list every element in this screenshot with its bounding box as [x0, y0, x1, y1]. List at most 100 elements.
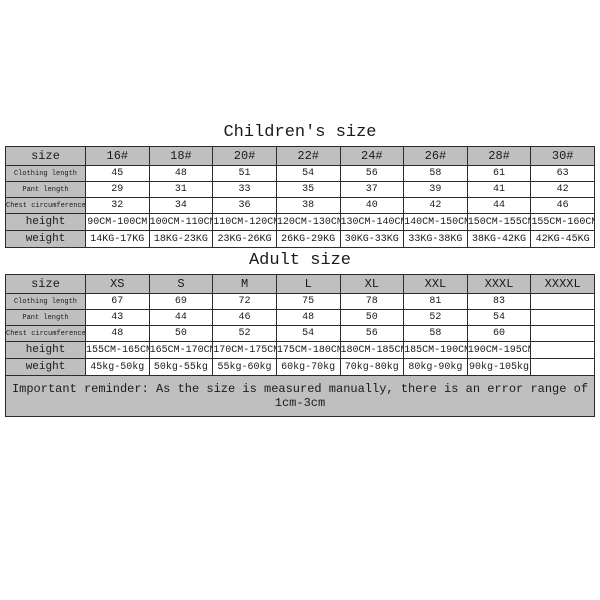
cell: 14KG-17KG	[86, 231, 150, 248]
row-label: height	[6, 342, 86, 359]
cell: 54	[276, 166, 340, 182]
cell	[531, 294, 595, 310]
cell: 43	[86, 310, 150, 326]
cell: 72	[213, 294, 277, 310]
cell: 45	[86, 166, 150, 182]
table-row: Chest circumference 1/2 32 34 36 38 40 4…	[6, 198, 595, 214]
cell	[531, 359, 595, 376]
col-label: 28#	[467, 147, 531, 166]
cell: 165CM-170CM	[149, 342, 213, 359]
cell	[531, 342, 595, 359]
cell: 56	[340, 326, 404, 342]
cell: 44	[467, 198, 531, 214]
col-label: XXXL	[467, 275, 531, 294]
cell: 63	[531, 166, 595, 182]
col-label: L	[276, 275, 340, 294]
cell: 56	[340, 166, 404, 182]
table-row: Clothing length 45 48 51 54 56 58 61 63	[6, 166, 595, 182]
cell: 110CM-120CM	[213, 214, 277, 231]
cell: 50	[149, 326, 213, 342]
col-label: XS	[86, 275, 150, 294]
row-label: Pant length	[6, 182, 86, 198]
cell: 38	[276, 198, 340, 214]
cell: 46	[213, 310, 277, 326]
cell: 37	[340, 182, 404, 198]
note-row: Important reminder: As the size is measu…	[6, 376, 595, 417]
cell: 39	[404, 182, 468, 198]
cell: 42	[531, 182, 595, 198]
cell: 130CM-140CM	[340, 214, 404, 231]
col-label: 16#	[86, 147, 150, 166]
col-label: 24#	[340, 147, 404, 166]
cell: 90CM-100CM	[86, 214, 150, 231]
cell: 54	[467, 310, 531, 326]
cell: 26KG-29KG	[276, 231, 340, 248]
cell: 185CM-190CM	[404, 342, 468, 359]
col-label: size	[6, 147, 86, 166]
cell: 31	[149, 182, 213, 198]
cell: 45kg-50kg	[86, 359, 150, 376]
table-row: Pant length 43 44 46 48 50 52 54	[6, 310, 595, 326]
cell: 34	[149, 198, 213, 214]
cell: 67	[86, 294, 150, 310]
cell	[531, 326, 595, 342]
table-row: height 155CM-165CM 165CM-170CM 170CM-175…	[6, 342, 595, 359]
col-label: M	[213, 275, 277, 294]
children-table: size 16# 18# 20# 22# 24# 26# 28# 30# Clo…	[5, 146, 595, 248]
children-header-row: size 16# 18# 20# 22# 24# 26# 28# 30#	[6, 147, 595, 166]
table-row: Clothing length 67 69 72 75 78 81 83	[6, 294, 595, 310]
table-row: Chest circumference 1/2 48 50 52 54 56 5…	[6, 326, 595, 342]
cell: 60kg-70kg	[276, 359, 340, 376]
cell: 44	[149, 310, 213, 326]
cell: 175CM-180CM	[276, 342, 340, 359]
row-label: height	[6, 214, 86, 231]
cell: 58	[404, 166, 468, 182]
col-label: 30#	[531, 147, 595, 166]
col-label: S	[149, 275, 213, 294]
cell: 50	[340, 310, 404, 326]
cell: 52	[404, 310, 468, 326]
cell: 33	[213, 182, 277, 198]
cell: 70kg-80kg	[340, 359, 404, 376]
cell: 120CM-130CM	[276, 214, 340, 231]
cell: 52	[213, 326, 277, 342]
cell: 48	[86, 326, 150, 342]
cell: 90kg-105kg	[467, 359, 531, 376]
cell: 78	[340, 294, 404, 310]
cell: 58	[404, 326, 468, 342]
col-label: 26#	[404, 147, 468, 166]
cell: 40	[340, 198, 404, 214]
cell: 140CM-150CM	[404, 214, 468, 231]
cell: 23KG-26KG	[213, 231, 277, 248]
cell: 80kg-90kg	[404, 359, 468, 376]
children-title: Children's size	[0, 123, 600, 142]
cell: 60	[467, 326, 531, 342]
table-row: weight 14KG-17KG 18KG-23KG 23KG-26KG 26K…	[6, 231, 595, 248]
table-row: height 90CM-100CM 100CM-110CM 110CM-120C…	[6, 214, 595, 231]
row-label: Clothing length	[6, 294, 86, 310]
cell: 81	[404, 294, 468, 310]
row-label: Clothing length	[6, 166, 86, 182]
cell: 155CM-160CM	[531, 214, 595, 231]
col-label: size	[6, 275, 86, 294]
col-label: 18#	[149, 147, 213, 166]
col-label: 20#	[213, 147, 277, 166]
adult-table: size XS S M L XL XXL XXXL XXXXL Clothing…	[5, 274, 595, 417]
cell: 55kg-60kg	[213, 359, 277, 376]
cell	[531, 310, 595, 326]
cell: 32	[86, 198, 150, 214]
table-row: Pant length 29 31 33 35 37 39 41 42	[6, 182, 595, 198]
cell: 180CM-185CM	[340, 342, 404, 359]
cell: 36	[213, 198, 277, 214]
cell: 38KG-42KG	[467, 231, 531, 248]
adult-title: Adult size	[0, 251, 600, 270]
cell: 18KG-23KG	[149, 231, 213, 248]
cell: 35	[276, 182, 340, 198]
row-label: Chest circumference 1/2	[6, 198, 86, 214]
table-row: weight 45kg-50kg 50kg-55kg 55kg-60kg 60k…	[6, 359, 595, 376]
cell: 50kg-55kg	[149, 359, 213, 376]
cell: 33KG-38KG	[404, 231, 468, 248]
cell: 30KG-33KG	[340, 231, 404, 248]
note-text: Important reminder: As the size is measu…	[6, 376, 595, 417]
adult-header-row: size XS S M L XL XXL XXXL XXXXL	[6, 275, 595, 294]
